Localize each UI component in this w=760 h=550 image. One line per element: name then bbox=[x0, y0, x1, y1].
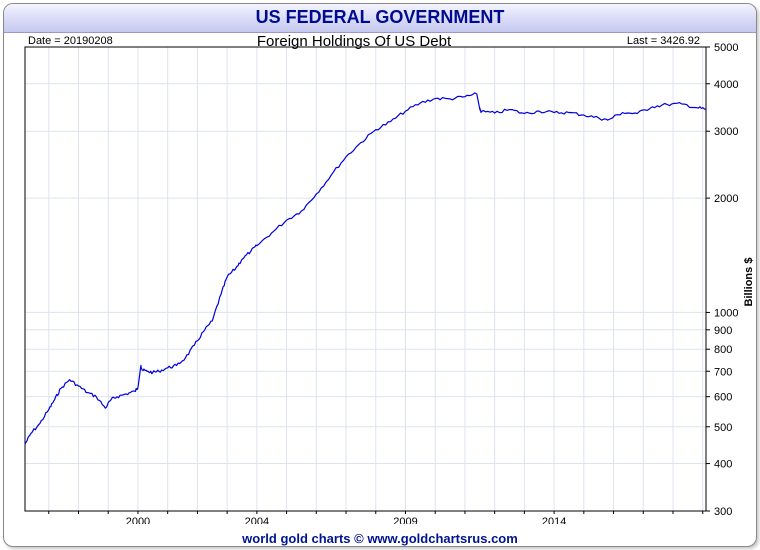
x-tick-label: 2014 bbox=[542, 516, 566, 524]
grid-lines bbox=[25, 46, 706, 512]
chart-frame: US FEDERAL GOVERNMENT Date = 20190208 Fo… bbox=[3, 3, 757, 547]
chart-header-title: US FEDERAL GOVERNMENT bbox=[4, 4, 756, 33]
y-tick-label: 3000 bbox=[714, 126, 738, 138]
date-label: Date = 20190208 bbox=[28, 35, 113, 47]
y-tick-label: 500 bbox=[714, 422, 732, 434]
chart-title: Foreign Holdings Of US Debt bbox=[256, 33, 452, 50]
y-tick-label: 800 bbox=[714, 344, 732, 356]
series-line bbox=[24, 92, 707, 445]
y-tick-label: 300 bbox=[714, 506, 732, 518]
y-tick-label: 2000 bbox=[714, 193, 738, 205]
last-value-label: Last = 3426.92 bbox=[626, 35, 700, 47]
x-tick-label: 2004 bbox=[245, 516, 269, 524]
y-tick-label: 900 bbox=[714, 325, 732, 337]
x-axis: 2000 2004 2009 2014 bbox=[48, 511, 704, 524]
series-layer bbox=[24, 92, 707, 445]
y-axis: 300 400 500 600 700 800 900 1000 2000 3000 4000 500… bbox=[706, 42, 738, 518]
y-tick-label: 700 bbox=[714, 366, 732, 378]
y-tick-label: 5000 bbox=[714, 42, 738, 54]
line-chart: 300 400 500 600 700 800 900 1000 2000 3000 4000 500… bbox=[24, 42, 755, 524]
plot-area-border bbox=[24, 46, 707, 512]
y-tick-label: 600 bbox=[714, 392, 732, 404]
footer-credit: world gold charts © www.goldchartsrus.co… bbox=[242, 531, 518, 546]
y-tick-label: 4000 bbox=[714, 79, 738, 91]
y-tick-label: 1000 bbox=[714, 307, 738, 319]
y-tick-label: 400 bbox=[714, 459, 732, 471]
x-tick-label: 2009 bbox=[393, 516, 417, 524]
y-axis-label: Billions $ bbox=[743, 258, 755, 307]
x-tick-label: 2000 bbox=[126, 516, 150, 524]
